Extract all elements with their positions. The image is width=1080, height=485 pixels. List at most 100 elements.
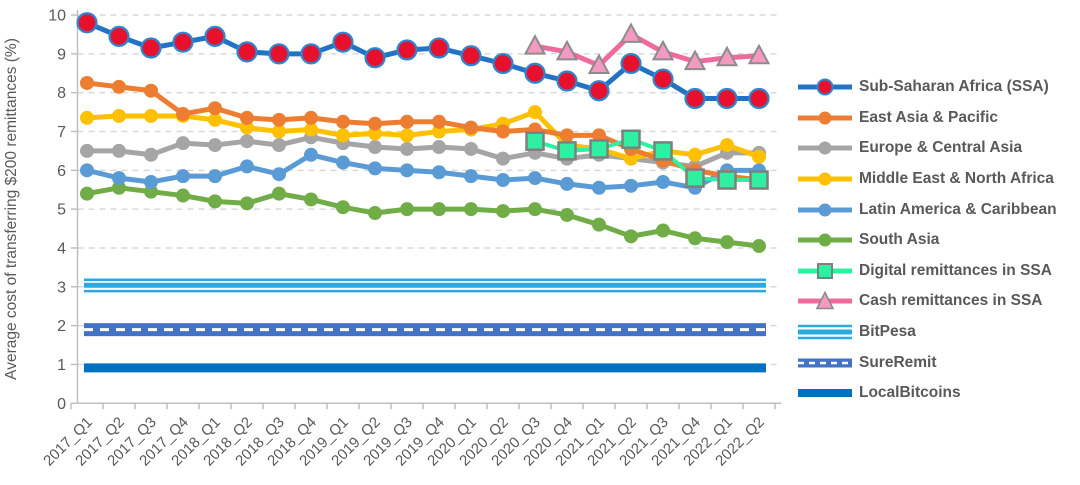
legend-item-europe-central-asia: Europe & Central Asia xyxy=(796,133,1080,164)
data-point-circle xyxy=(400,141,414,156)
data-point-circle xyxy=(688,231,702,246)
data-point-circle xyxy=(560,128,574,143)
y-tick-label: 10 xyxy=(48,8,66,25)
data-point-circle xyxy=(432,124,446,139)
data-point-circle xyxy=(652,68,674,90)
data-point-circle xyxy=(208,101,222,116)
data-point-circle xyxy=(624,151,638,166)
data-point-circle xyxy=(240,196,254,211)
legend-label: BitPesa xyxy=(859,323,916,341)
data-point-circle xyxy=(272,167,286,182)
y-tick-label: 6 xyxy=(57,163,66,180)
y-tick-label: 2 xyxy=(57,318,66,335)
data-point-circle xyxy=(432,165,446,180)
data-point-circle xyxy=(528,171,542,186)
legend-label: East Asia & Pacific xyxy=(859,108,998,126)
data-point-circle xyxy=(272,124,286,139)
data-point-square xyxy=(621,129,641,150)
data-point-circle xyxy=(368,140,382,155)
data-point-circle xyxy=(272,112,286,127)
legend-swatch-sureremit xyxy=(796,351,854,375)
data-point-circle xyxy=(592,128,606,143)
data-point-circle xyxy=(560,207,574,222)
data-point-square xyxy=(557,141,577,161)
data-point-circle xyxy=(492,52,514,75)
legend-label: Digital remittances in SSA xyxy=(859,261,1052,279)
series-line xyxy=(84,134,762,169)
data-point-square xyxy=(749,170,769,190)
legend-item-localbitcoins: LocalBitcoins xyxy=(796,378,1080,409)
legend-swatch-digital-remittances-in-ssa xyxy=(796,259,854,283)
data-point-circle xyxy=(240,159,254,174)
data-point-circle xyxy=(528,202,542,217)
data-point-circle xyxy=(144,174,158,189)
data-point-circle xyxy=(396,39,418,61)
data-point-circle xyxy=(400,202,414,217)
legend-item-cash-remittances-in-ssa: Cash remittances in SSA xyxy=(796,286,1080,317)
series-line xyxy=(84,152,762,191)
data-point-circle xyxy=(176,136,190,151)
legend-swatch-europe-central-asia xyxy=(796,136,854,160)
data-point-circle xyxy=(656,223,670,238)
data-point-circle xyxy=(556,70,578,92)
y-axis-title: Average cost of transferring $200 remitt… xyxy=(3,38,20,380)
data-point-circle xyxy=(656,174,670,189)
data-point-square xyxy=(589,139,609,159)
data-point-circle xyxy=(112,108,126,123)
series-digital-remittances-in-ssa xyxy=(525,129,769,190)
series-sub-saharan-africa-ssa xyxy=(76,12,770,110)
data-point-triangle xyxy=(587,53,611,74)
data-point-circle xyxy=(304,110,318,125)
data-point-circle xyxy=(336,114,350,129)
data-point-circle xyxy=(172,31,194,53)
data-point-circle xyxy=(80,110,94,125)
data-point-circle xyxy=(176,188,190,203)
data-point-circle xyxy=(304,122,318,137)
data-point-circle xyxy=(464,202,478,217)
series-latin-america-caribbean xyxy=(80,147,766,195)
data-point-circle xyxy=(560,176,574,191)
data-point-circle xyxy=(684,87,706,110)
data-point-square xyxy=(653,141,673,161)
data-point-circle xyxy=(752,149,766,164)
data-point-circle xyxy=(592,217,606,232)
data-point-circle xyxy=(400,128,414,143)
legend-label: Middle East & North Africa xyxy=(859,170,1054,188)
legend-swatch-bitpesa xyxy=(796,320,854,344)
data-point-circle xyxy=(112,143,126,158)
data-point-circle xyxy=(140,37,162,59)
data-point-circle xyxy=(240,120,254,135)
data-point-circle xyxy=(240,134,254,149)
data-point-circle xyxy=(336,128,350,143)
data-point-circle xyxy=(272,138,286,153)
data-point-circle xyxy=(76,12,98,34)
series-cash-remittances-in-ssa xyxy=(523,22,771,74)
y-tick-label: 7 xyxy=(57,124,66,141)
legend-label: South Asia xyxy=(859,231,940,249)
data-point-circle xyxy=(368,126,382,141)
data-point-circle xyxy=(748,87,770,110)
legend-item-south-asia: South Asia xyxy=(796,225,1080,256)
data-point-circle xyxy=(268,43,290,65)
data-point-circle xyxy=(304,192,318,207)
legend-item-digital-remittances-in-ssa: Digital remittances in SSA xyxy=(796,256,1080,287)
y-tick-label: 4 xyxy=(57,240,66,257)
data-point-circle xyxy=(720,235,734,250)
y-tick-label: 0 xyxy=(57,396,66,413)
data-point-circle xyxy=(112,171,126,186)
data-point-circle xyxy=(432,114,446,129)
data-point-circle xyxy=(688,147,702,162)
data-point-circle xyxy=(432,202,446,217)
data-point-triangle xyxy=(747,43,771,65)
legend-swatch-cash-remittances-in-ssa xyxy=(796,289,854,313)
legend-item-middle-east-north-africa: Middle East & North Africa xyxy=(796,164,1080,195)
data-point-circle xyxy=(176,107,190,122)
data-point-circle xyxy=(204,25,226,47)
data-point-circle xyxy=(332,31,354,53)
data-point-circle xyxy=(496,204,510,219)
y-tick-label: 3 xyxy=(57,279,66,296)
legend-swatch-sub-saharan-africa-ssa xyxy=(796,75,854,99)
data-point-triangle xyxy=(683,49,707,71)
y-tick-label: 9 xyxy=(57,46,66,63)
data-point-circle xyxy=(80,75,94,90)
